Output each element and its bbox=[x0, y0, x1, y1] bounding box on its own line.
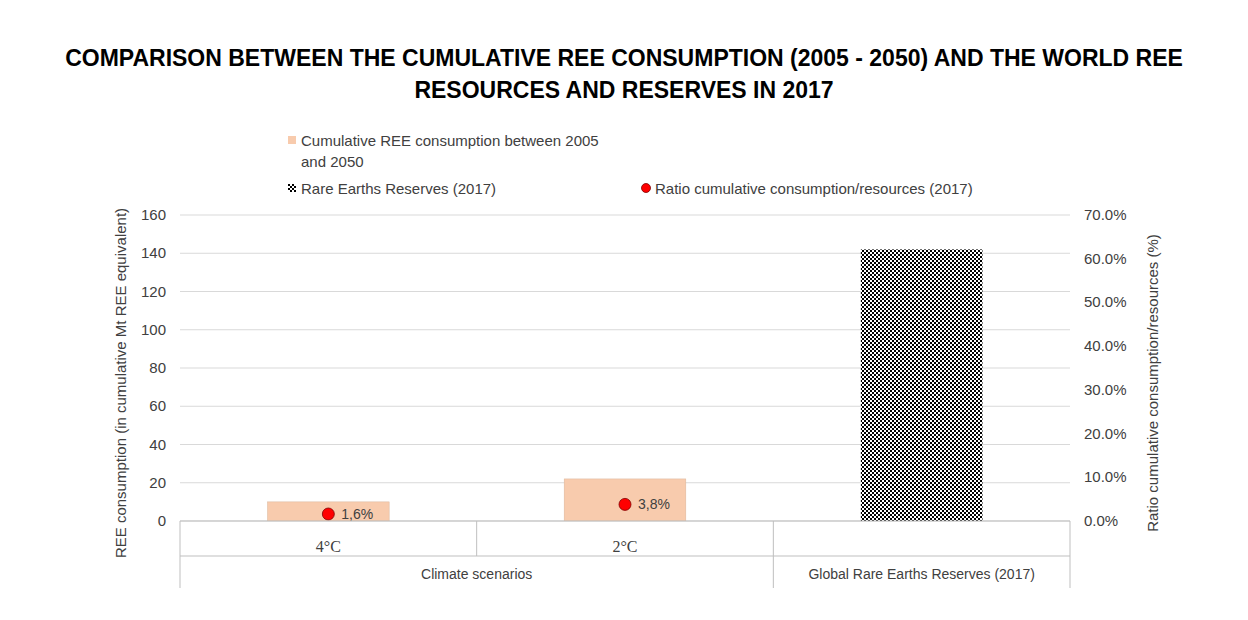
y2-tick-label: 70.0% bbox=[1084, 206, 1127, 223]
y-tick-label: 120 bbox=[141, 283, 166, 300]
y-tick-label: 100 bbox=[141, 321, 166, 338]
ratio-point bbox=[619, 498, 631, 510]
y2-tick-label: 40.0% bbox=[1084, 337, 1127, 354]
y2-tick-label: 60.0% bbox=[1084, 250, 1127, 267]
data-label: 3,8% bbox=[638, 496, 670, 512]
y2-tick bbox=[1070, 346, 1074, 347]
y-tick-label: 80 bbox=[149, 359, 166, 376]
category-level-line bbox=[180, 556, 1070, 557]
legend-marker bbox=[286, 182, 298, 194]
y2-tick bbox=[1070, 302, 1074, 303]
y2-tick-label: 50.0% bbox=[1084, 293, 1127, 310]
category-separator bbox=[476, 521, 477, 556]
ratio-point bbox=[322, 508, 334, 520]
y2-tick-label: 0.0% bbox=[1084, 512, 1118, 529]
y2-tick bbox=[1070, 521, 1074, 522]
y2-tick bbox=[1070, 215, 1074, 216]
legend-entry: Rare Earths Reserves (2017) bbox=[301, 178, 621, 199]
y2-tick-label: 20.0% bbox=[1084, 425, 1127, 442]
y2-tick bbox=[1070, 477, 1074, 478]
legend-swatch bbox=[288, 184, 296, 192]
y-tick-label: 160 bbox=[141, 206, 166, 223]
category-group-label: Climate scenarios bbox=[362, 564, 592, 584]
legend-marker bbox=[640, 182, 652, 194]
grid-line bbox=[180, 215, 1070, 216]
title: COMPARISON BETWEEN THE CUMULATIVE REE CO… bbox=[24, 42, 1224, 106]
legend-swatch bbox=[642, 184, 651, 193]
y-tick-label: 20 bbox=[149, 474, 166, 491]
group-separator bbox=[773, 521, 774, 588]
y2-tick bbox=[1070, 389, 1074, 390]
plot-area bbox=[268, 249, 983, 521]
y2-axis-title: Ratio cumulative consumption/resources (… bbox=[1144, 234, 1161, 532]
y-tick-label: 140 bbox=[141, 244, 166, 261]
x-axis-line bbox=[180, 521, 1070, 522]
group-separator bbox=[180, 521, 181, 588]
grid-line bbox=[180, 521, 1070, 522]
category-group-label: Global Rare Earths Reserves (2017) bbox=[807, 564, 1037, 584]
data-label: 1,6% bbox=[341, 506, 373, 522]
y2-tick bbox=[1070, 433, 1074, 434]
group-separator bbox=[1070, 521, 1071, 588]
y2-tick-label: 30.0% bbox=[1084, 381, 1127, 398]
y-tick-label: 0 bbox=[158, 512, 166, 529]
y2-tick-label: 10.0% bbox=[1084, 468, 1127, 485]
legend-swatch bbox=[288, 136, 296, 144]
legend-entry: Cumulative REE consumption between 2005 … bbox=[301, 130, 601, 172]
y-tick-label: 40 bbox=[149, 436, 166, 453]
bar bbox=[564, 479, 686, 521]
legend-marker bbox=[286, 134, 298, 146]
bar bbox=[861, 249, 983, 521]
y-axis-title: REE consumption (in cumulative Mt REE eq… bbox=[112, 208, 129, 558]
x-tick-label: 2°C bbox=[612, 538, 637, 555]
y-tick-label: 60 bbox=[149, 397, 166, 414]
legend-entry: Ratio cumulative consumption/resources (… bbox=[655, 178, 1055, 199]
y2-tick bbox=[1070, 258, 1074, 259]
x-tick-label: 4°C bbox=[316, 538, 341, 555]
